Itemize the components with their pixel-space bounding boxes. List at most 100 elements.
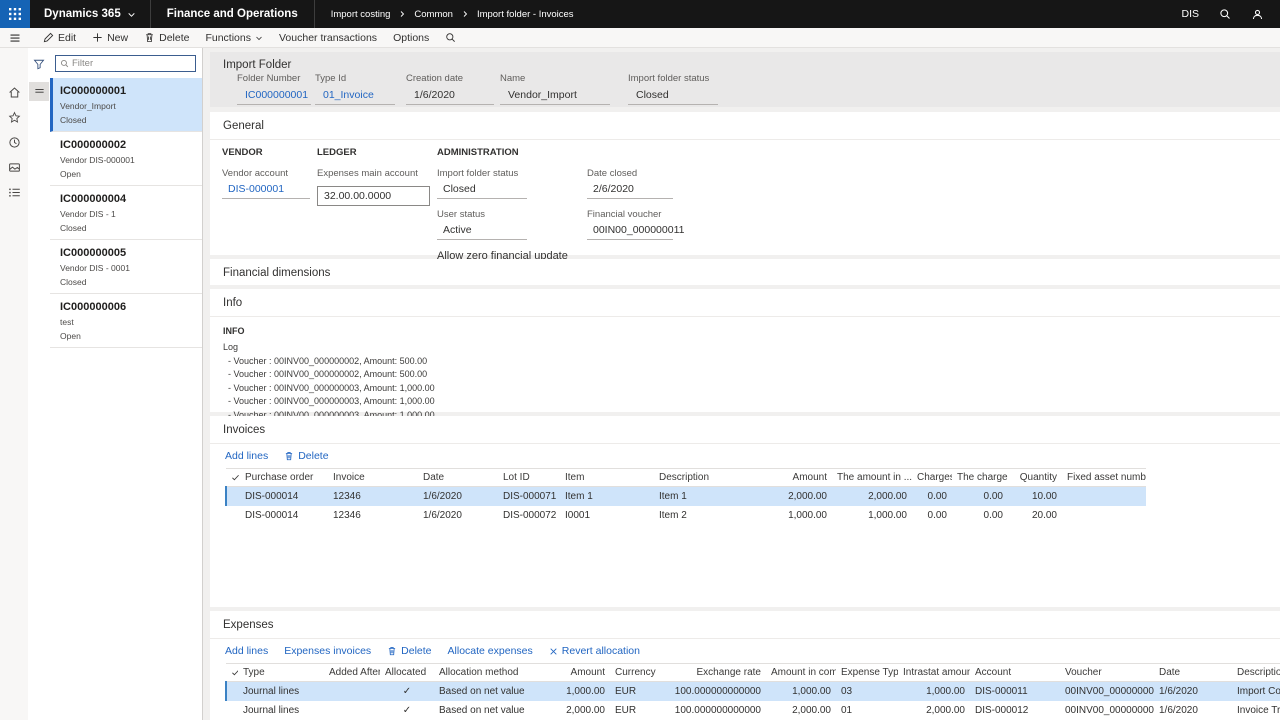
field-value[interactable]: 1/6/2020: [406, 88, 494, 105]
section-header-financial-dimensions[interactable]: Financial dimensions: [223, 267, 331, 279]
cell-added-after[interactable]: [324, 681, 380, 701]
invoices-add-lines-button[interactable]: Add lines: [225, 450, 268, 462]
field-value[interactable]: DIS-000001: [222, 182, 310, 199]
column-header[interactable]: Purchase order: [240, 468, 328, 487]
column-header[interactable]: Quantity: [1008, 468, 1062, 487]
expenses-invoices-button[interactable]: Expenses invoices: [284, 645, 371, 657]
cell-date[interactable]: 1/6/2020: [423, 510, 462, 521]
options-menu[interactable]: Options: [385, 32, 437, 44]
cell-lot-id[interactable]: DIS-000072: [503, 510, 557, 521]
row-select-cell[interactable]: [225, 681, 238, 701]
expense-row[interactable]: Journal lines ✓ Based on net value 1,000…: [225, 681, 1280, 701]
list-item[interactable]: IC000000006 test Open: [50, 294, 202, 348]
cell-date[interactable]: 1/6/2020: [1159, 705, 1198, 716]
cell-added-after[interactable]: [324, 701, 380, 720]
list-item[interactable]: IC000000004 Vendor DIS - 1 Closed: [50, 186, 202, 240]
voucher-transactions-button[interactable]: Voucher transactions: [271, 32, 385, 44]
cell-description[interactable]: Import Costi: [1232, 681, 1280, 701]
cell-description[interactable]: Invoice Trans: [1237, 705, 1280, 716]
column-header[interactable]: Fixed asset number: [1062, 468, 1146, 487]
cell-purchase-order[interactable]: DIS-000014: [240, 486, 328, 506]
cell-item[interactable]: Item 1: [560, 486, 654, 506]
breadcrumb-module[interactable]: Import costing: [330, 8, 391, 20]
cell-item[interactable]: I0001: [565, 510, 591, 521]
cell-amount[interactable]: 1,000.00: [788, 510, 827, 521]
expense-row[interactable]: Journal lines ✓ Based on net value 2,000…: [226, 701, 1280, 720]
cell-fixed-asset[interactable]: [1062, 506, 1146, 525]
column-header[interactable]: Amount in com...: [766, 663, 836, 682]
column-header[interactable]: Charges: [912, 468, 952, 487]
cell-lot-id[interactable]: DIS-000071: [498, 486, 560, 506]
cell-allocation-method[interactable]: Based on net value: [434, 681, 538, 701]
column-header[interactable]: Voucher: [1060, 663, 1154, 682]
cell-allocated[interactable]: ✓: [380, 681, 434, 701]
cell-voucher[interactable]: 00INV00_000000002: [1060, 681, 1154, 701]
row-select-cell[interactable]: [226, 701, 238, 720]
column-header[interactable]: Amount: [772, 468, 832, 487]
cell-charges-in[interactable]: 0.00: [983, 510, 1003, 521]
invoice-row[interactable]: DIS-000014 12346 1/6/2020 DIS-000072 I00…: [226, 506, 1146, 525]
column-header[interactable]: Amount: [538, 663, 610, 682]
field-value[interactable]: 01_Invoice: [315, 88, 395, 105]
search-icon[interactable]: [1219, 8, 1231, 20]
breadcrumb-area[interactable]: Common: [414, 8, 453, 20]
home-icon[interactable]: [0, 80, 28, 105]
allocate-expenses-button[interactable]: Allocate expenses: [448, 645, 533, 657]
cell-amount-in-com[interactable]: 1,000.00: [766, 681, 836, 701]
cell-currency[interactable]: EUR: [615, 705, 637, 716]
nav-menu-icon[interactable]: [0, 32, 29, 44]
section-header-invoices[interactable]: Invoices: [210, 416, 1280, 444]
filter-input[interactable]: [72, 58, 191, 69]
cell-allocation-method[interactable]: Based on net value: [439, 705, 525, 716]
column-header[interactable]: Lot ID: [498, 468, 560, 487]
row-select-cell[interactable]: [225, 486, 240, 506]
revert-allocation-button[interactable]: Revert allocation: [549, 645, 640, 657]
favorites-star-icon[interactable]: [0, 105, 28, 130]
cell-quantity[interactable]: 20.00: [1031, 510, 1057, 521]
list-item[interactable]: IC000000002 Vendor DIS-000001 Open: [50, 132, 202, 186]
cell-amount-in[interactable]: 1,000.00: [868, 510, 907, 521]
select-all-header[interactable]: [226, 468, 240, 487]
cell-charges-in[interactable]: 0.00: [952, 486, 1008, 506]
column-header[interactable]: Expense Type: [836, 663, 898, 682]
column-header[interactable]: Description / I: [1232, 663, 1280, 682]
cell-account[interactable]: DIS-000011: [970, 681, 1060, 701]
column-header[interactable]: The amount in ...: [832, 468, 912, 487]
filter-funnel-icon[interactable]: [33, 58, 45, 70]
app-name[interactable]: Finance and Operations: [149, 0, 315, 28]
column-header[interactable]: Date: [1154, 663, 1232, 682]
cell-exchange-rate[interactable]: 100.000000000000: [666, 681, 766, 701]
field-value[interactable]: 00IN00_000000011: [587, 223, 684, 240]
column-header[interactable]: Item: [560, 468, 654, 487]
cell-amount-in-com[interactable]: 2,000.00: [792, 705, 831, 716]
cell-fixed-asset[interactable]: [1062, 486, 1146, 506]
cell-voucher[interactable]: 00INV00_000000003: [1065, 705, 1154, 716]
new-button[interactable]: New: [84, 32, 136, 44]
field-value[interactable]: Closed: [628, 88, 718, 105]
expenses-add-lines-button[interactable]: Add lines: [225, 645, 268, 657]
column-header[interactable]: Date: [418, 468, 498, 487]
column-header[interactable]: Account: [970, 663, 1060, 682]
list-item[interactable]: IC000000005 Vendor DIS - 0001 Closed: [50, 240, 202, 294]
list-item[interactable]: IC000000001 Vendor_Import Closed: [50, 78, 202, 132]
field-value[interactable]: Vendor_Import: [500, 88, 610, 105]
column-header[interactable]: Invoice: [328, 468, 418, 487]
breadcrumb-page[interactable]: Import folder - Invoices: [476, 8, 574, 20]
column-header[interactable]: Type: [238, 663, 324, 682]
field-input[interactable]: 32.00.00.0000: [317, 186, 430, 206]
cell-description[interactable]: Item 1: [654, 486, 772, 506]
cell-purchase-order[interactable]: DIS-000014: [245, 510, 299, 521]
actionbar-search-icon[interactable]: [437, 32, 464, 43]
invoice-row[interactable]: DIS-000014 12346 1/6/2020 DIS-000071 Ite…: [225, 486, 1146, 506]
column-header[interactable]: Allocated: [380, 663, 434, 682]
field-value[interactable]: 2/6/2020: [587, 182, 673, 199]
edit-button[interactable]: Edit: [35, 32, 84, 44]
expenses-delete-button[interactable]: Delete: [387, 645, 432, 657]
cell-type[interactable]: Journal lines: [238, 681, 324, 701]
field-value[interactable]: IC000000001: [237, 88, 311, 105]
column-header[interactable]: Exchange rate: [666, 663, 766, 682]
recent-clock-icon[interactable]: [0, 130, 28, 155]
cell-expense-type[interactable]: 03: [836, 681, 898, 701]
product-menu[interactable]: Dynamics 365: [30, 0, 150, 28]
column-header[interactable]: Added After Cl...: [324, 663, 380, 682]
